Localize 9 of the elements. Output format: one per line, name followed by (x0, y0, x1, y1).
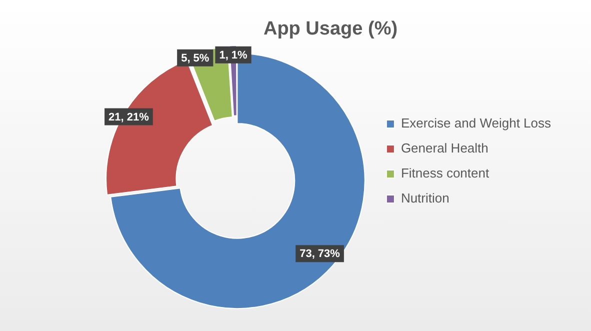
legend-label: Fitness content (400, 166, 490, 181)
data-label: 5, 5% (181, 52, 210, 64)
data-label: 1, 1% (219, 49, 248, 62)
chart-title: App Usage (%) (263, 18, 398, 40)
legend-label: Nutrition (400, 190, 450, 206)
data-label: 21, 21% (108, 111, 150, 124)
legend-label: General Health (400, 140, 488, 156)
data-label: 73, 73% (300, 248, 340, 260)
legend-label: Exercise and Weight Loss (400, 116, 552, 131)
